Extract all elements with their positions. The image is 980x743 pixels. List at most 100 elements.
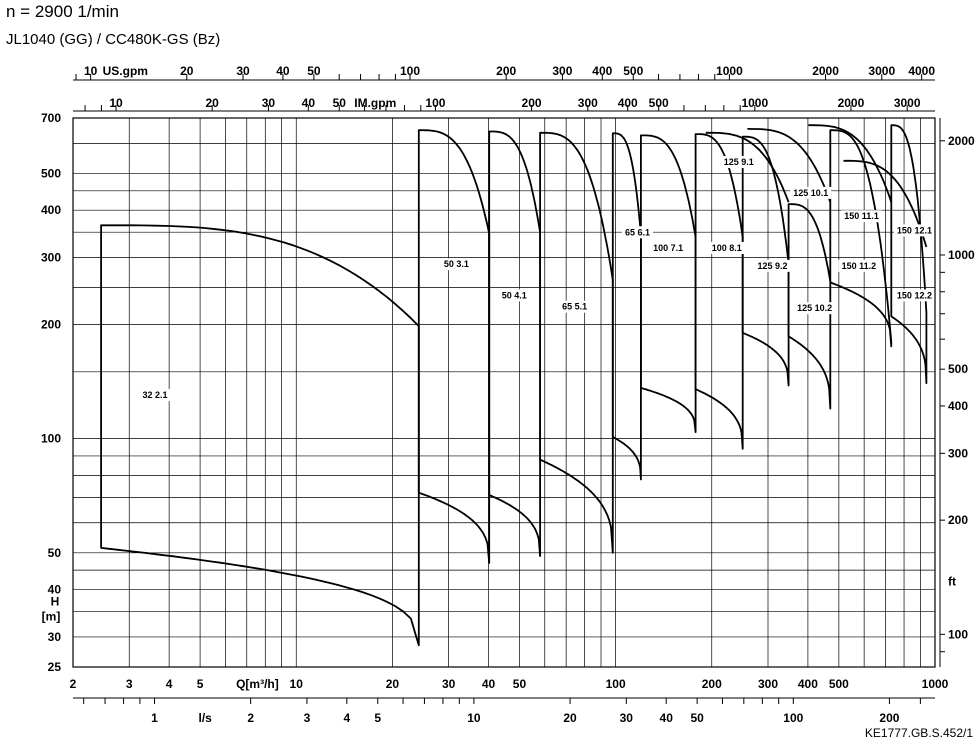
imgpm-tick-label: 20 (206, 96, 220, 110)
pump-curve (100, 224, 420, 647)
x-tick-label: 5 (197, 677, 204, 691)
ls-axis-title: l/s (199, 711, 213, 725)
series-label: 150 12.2 (897, 290, 932, 300)
usgpm-tick-label: 4000 (908, 64, 935, 78)
series-label: 125 10.2 (797, 303, 832, 313)
y-tick-label: 200 (41, 317, 61, 331)
x-tick-label: 500 (829, 677, 849, 691)
x-tick-label: 2 (70, 677, 77, 691)
ls-tick-label: 1 (151, 711, 158, 725)
ls-tick-label: 4 (343, 711, 350, 725)
series-label: 65 5.1 (562, 302, 587, 312)
ft-tick-label: 1000 (948, 248, 975, 262)
pump-curve (808, 124, 893, 203)
ft-tick-label: 100 (948, 627, 968, 641)
pump-curve (890, 124, 928, 385)
series-label-bg (790, 186, 832, 199)
ls-tick-label: 2 (247, 711, 254, 725)
series-label: 32 2.1 (142, 390, 167, 400)
y-tick-label: 25 (48, 660, 62, 674)
pump-curve (747, 128, 832, 203)
series-label: 150 12.1 (897, 225, 932, 235)
x-tick-label: 40 (482, 677, 496, 691)
pump-curve (611, 132, 642, 481)
series-label-bg (708, 241, 745, 254)
usgpm-tick-label: 300 (552, 64, 572, 78)
imgpm-axis-title: IM.gpm (354, 96, 396, 110)
x-tick-label: 10 (290, 677, 304, 691)
document-id: KE1777.GB.S.452/1 (865, 726, 973, 740)
ft-tick-label: 200 (948, 513, 968, 527)
series-label-bg (139, 389, 171, 402)
x-tick-label: 200 (702, 677, 722, 691)
imgpm-tick-label: 400 (618, 96, 638, 110)
imgpm-tick-label: 30 (262, 96, 276, 110)
x-tick-label: 4 (166, 677, 173, 691)
series-label-bg (893, 224, 935, 237)
imgpm-tick-label: 200 (522, 96, 542, 110)
series-label-bg (893, 289, 935, 302)
y-tick-label: 50 (48, 546, 62, 560)
series-label-bg (841, 210, 882, 223)
series-label: 125 10.1 (793, 188, 828, 198)
imgpm-tick-label: 10 (109, 96, 123, 110)
y-axis-title: H (51, 595, 60, 609)
ft-tick-label: 400 (948, 399, 968, 413)
series-label: 125 9.2 (757, 261, 787, 271)
ls-tick-label: 200 (879, 711, 899, 725)
usgpm-tick-label: 20 (180, 64, 194, 78)
curve-layer (100, 124, 928, 647)
y-axis-unit: [m] (42, 610, 61, 624)
ls-tick-label: 20 (563, 711, 577, 725)
x-tick-label: 400 (798, 677, 818, 691)
pump-curve (843, 159, 928, 248)
y-tick-label: 400 (41, 203, 61, 217)
y-tick-label: 300 (41, 251, 61, 265)
grid (73, 118, 935, 667)
pump-curve (787, 203, 832, 410)
series-label: 65 6.1 (625, 227, 650, 237)
series-label: 150 11.2 (842, 261, 877, 271)
imgpm-tick-label: 300 (578, 96, 598, 110)
pump-curve (640, 134, 697, 433)
series-label: 125 9.1 (724, 157, 754, 167)
pump-curve (488, 130, 541, 557)
x-tick-label: 3 (126, 677, 133, 691)
usgpm-tick-label: 500 (623, 64, 643, 78)
usgpm-tick-label: 10 (84, 64, 98, 78)
series-label-bg (838, 259, 880, 272)
usgpm-tick-label: 40 (276, 64, 290, 78)
x-tick-label: 100 (606, 677, 626, 691)
series-label-bg (498, 289, 530, 302)
series-label: 50 4.1 (502, 290, 527, 300)
imgpm-tick-label: 100 (425, 96, 445, 110)
ls-tick-label: 100 (783, 711, 803, 725)
series-label-bg (622, 226, 654, 239)
usgpm-axis-title: US.gpm (103, 64, 148, 78)
usgpm-tick-label: 200 (496, 64, 516, 78)
x-tick-label: 30 (442, 677, 456, 691)
series-label: 100 8.1 (712, 243, 742, 253)
pump-curve (539, 131, 614, 554)
series-label-bg (440, 258, 472, 271)
series-label-bg (794, 302, 836, 315)
ft-tick-label: 300 (948, 446, 968, 460)
x-tick-label: 20 (386, 677, 400, 691)
series-label: 100 7.1 (653, 243, 683, 253)
ls-tick-label: 40 (660, 711, 674, 725)
model-subtitle: JL1040 (GG) / CC480K-GS (Bz) (6, 31, 221, 48)
imgpm-tick-label: 40 (302, 96, 316, 110)
y-tick-label: 30 (48, 630, 62, 644)
series-label-bg (754, 259, 791, 272)
imgpm-tick-label: 2000 (838, 96, 865, 110)
x-axis-title: Q[m³/h] (236, 677, 279, 691)
ft-tick-label: 2000 (948, 134, 975, 148)
usgpm-tick-label: 100 (400, 64, 420, 78)
ft-axis-title: ft (948, 575, 956, 589)
plot-frame (72, 117, 936, 668)
pump-curve (741, 135, 790, 387)
ls-tick-label: 10 (467, 711, 481, 725)
